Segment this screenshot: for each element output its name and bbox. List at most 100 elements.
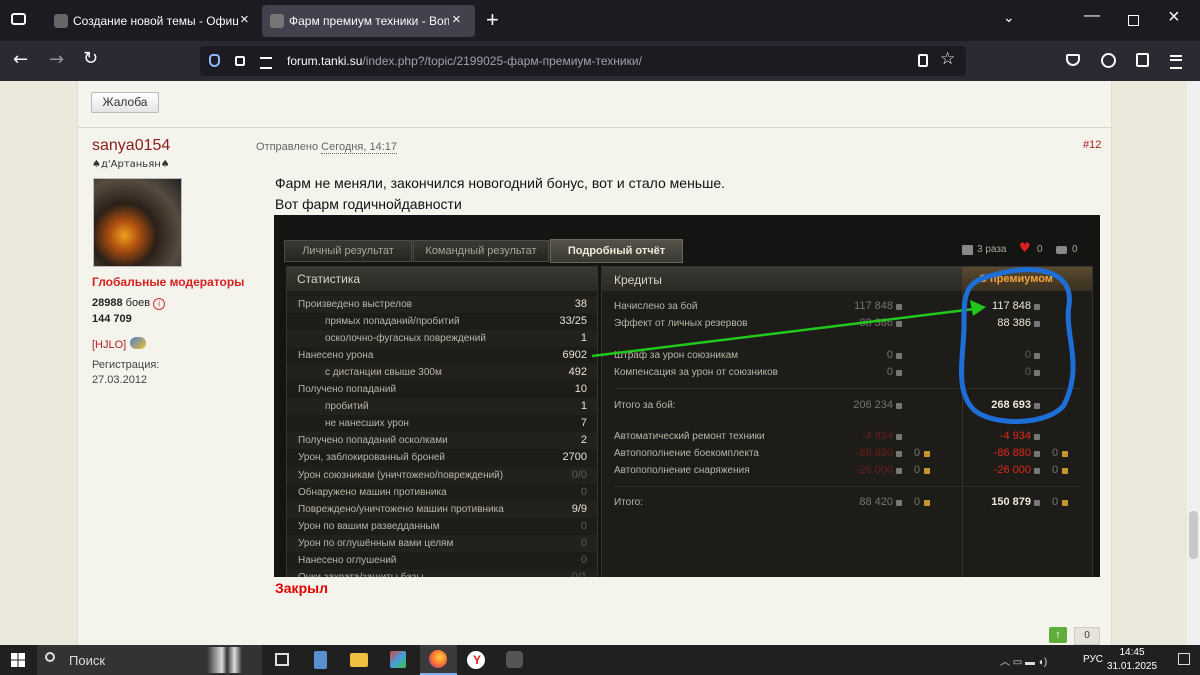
game-tab-active[interactable]: Подробный отчёт — [550, 239, 683, 263]
credit-base: 0 — [886, 366, 893, 378]
stat-value: 7 — [580, 417, 587, 430]
permissions-icon[interactable] — [260, 57, 272, 69]
maximize[interactable] — [1128, 15, 1139, 26]
app-store[interactable] — [390, 651, 406, 668]
likes: 0 — [1037, 244, 1043, 255]
search-box[interactable]: Поиск — [37, 645, 262, 675]
reload-button[interactable]: ↻ — [83, 48, 99, 69]
reader-icon[interactable] — [918, 54, 928, 67]
extensions-icon[interactable] — [1136, 53, 1149, 67]
language[interactable]: РУС — [1083, 654, 1104, 665]
row-bg — [287, 500, 597, 518]
avatar[interactable] — [93, 178, 182, 267]
coin-icon — [1034, 403, 1040, 409]
clock-time[interactable]: 14:45 — [1119, 647, 1145, 658]
row-bg — [287, 466, 597, 484]
coin-icon — [896, 451, 902, 457]
credit-base: 117 848 — [854, 300, 893, 312]
battles-count: 28988 — [92, 297, 123, 309]
stats-panel: Статистика Произведено выстрелов 38 прямых… — [286, 266, 598, 577]
app-firefox[interactable] — [420, 645, 457, 675]
stat-label: Получено попаданий — [298, 384, 397, 396]
stat-value: 6902 — [562, 349, 587, 362]
game-tab[interactable]: Командный результат — [413, 240, 549, 262]
tab-active[interactable]: Фарм премиум техники - Вопросы п × — [262, 5, 475, 37]
tab-close[interactable]: × — [240, 11, 249, 28]
sent-label: Отправлено — [256, 141, 319, 153]
start-button[interactable] — [11, 653, 25, 667]
notifications[interactable] — [1178, 653, 1190, 665]
scrollbar[interactable] — [1187, 81, 1200, 645]
bookmark-star[interactable]: ☆ — [940, 49, 956, 69]
clan[interactable]: [HJLO] — [92, 339, 127, 351]
forward-button[interactable]: → — [49, 49, 65, 70]
tab-close[interactable]: × — [452, 11, 461, 28]
stats-title: Статистика — [297, 272, 361, 286]
tab[interactable]: Создание новой темы - Официальны × — [42, 5, 255, 37]
post-line: Вот фарм годичнойдавности — [275, 196, 462, 212]
author[interactable]: sanya0154 — [92, 137, 171, 154]
app-calculator[interactable] — [314, 651, 327, 669]
credit-label: Автоматический ремонт техники — [614, 431, 765, 442]
coin-icon — [896, 403, 902, 409]
new-tab[interactable]: + — [486, 7, 499, 32]
shield-icon[interactable] — [209, 54, 220, 67]
info-icon[interactable]: i — [153, 298, 166, 310]
minimize[interactable]: — — [1084, 7, 1100, 24]
stat-value: 38 — [574, 298, 587, 310]
app-yandex[interactable]: Y — [467, 651, 485, 669]
battles: 28988 боев i — [92, 297, 166, 310]
post-line: Фарм не меняли, закончился новогодний бо… — [275, 175, 725, 191]
panel-header — [287, 267, 597, 291]
url-field[interactable]: forum.tanki.su/index.php?/topic/2199025-… — [200, 46, 966, 76]
clock-date[interactable]: 31.01.2025 — [1106, 661, 1158, 672]
credit-label: Автопополнение боекомплекта — [614, 448, 759, 459]
back-button[interactable]: ← — [13, 49, 29, 70]
stat-label: Произведено выстрелов — [298, 299, 412, 310]
coin-icon — [896, 370, 902, 376]
tray-icons[interactable]: ︿ ▭ ▬ ◖) — [1000, 657, 1048, 668]
heart-icon[interactable]: ♥ — [1019, 241, 1031, 256]
tab-overflow[interactable]: ⌄ — [1003, 10, 1015, 26]
task-view[interactable] — [275, 653, 289, 666]
account-icon[interactable] — [1101, 53, 1116, 68]
post-number[interactable]: #12 — [1083, 139, 1102, 151]
coin-icon — [896, 304, 902, 310]
lock-icon[interactable] — [235, 56, 245, 66]
credit-base: -86 880 — [855, 447, 893, 459]
app-explorer[interactable] — [350, 653, 368, 667]
row-bg — [287, 432, 597, 450]
credit-base-extra: 0 — [914, 464, 921, 476]
annotations — [591, 267, 1076, 424]
coin-icon — [1034, 434, 1040, 440]
report-button[interactable]: Жалоба — [91, 92, 159, 113]
credit-label: Итого за бой: — [614, 400, 676, 411]
scroll-thumb[interactable] — [1189, 511, 1198, 559]
comment-icon[interactable] — [1056, 246, 1067, 254]
menu-button[interactable] — [1170, 55, 1182, 69]
upvote-button[interactable]: ↑ — [1049, 627, 1067, 643]
replay-icon — [962, 245, 973, 255]
credit-premium: -4 934 — [999, 430, 1031, 442]
credits-panel: Кредиты С премиумом Начислено за бой 117 … — [601, 266, 1093, 577]
pocket-icon[interactable] — [1066, 54, 1080, 66]
battles-label: боев — [125, 297, 151, 309]
stat-label: Урон по оглушённым вами целям — [298, 537, 454, 549]
stat-value: 492 — [568, 366, 587, 379]
credit-base-extra: 0 — [914, 496, 921, 508]
tab-list-icon[interactable] — [11, 13, 26, 25]
stat-value: 1 — [580, 400, 587, 413]
stat-label: Урон, заблокированный броней — [298, 452, 446, 464]
closing: Закрыл — [275, 580, 328, 596]
game-tab[interactable]: Личный результат — [284, 240, 412, 262]
credit-base: -26 000 — [855, 464, 893, 476]
close-window[interactable]: × — [1168, 6, 1180, 28]
highlight-circle — [959, 267, 1076, 424]
credit-premium: 0 — [1024, 366, 1031, 378]
stat-value: 33/25 — [559, 315, 587, 328]
credit-premium: 0 — [1024, 349, 1031, 361]
gold-icon — [1062, 500, 1068, 506]
app-game[interactable] — [506, 651, 523, 668]
arrow-line — [591, 307, 975, 358]
